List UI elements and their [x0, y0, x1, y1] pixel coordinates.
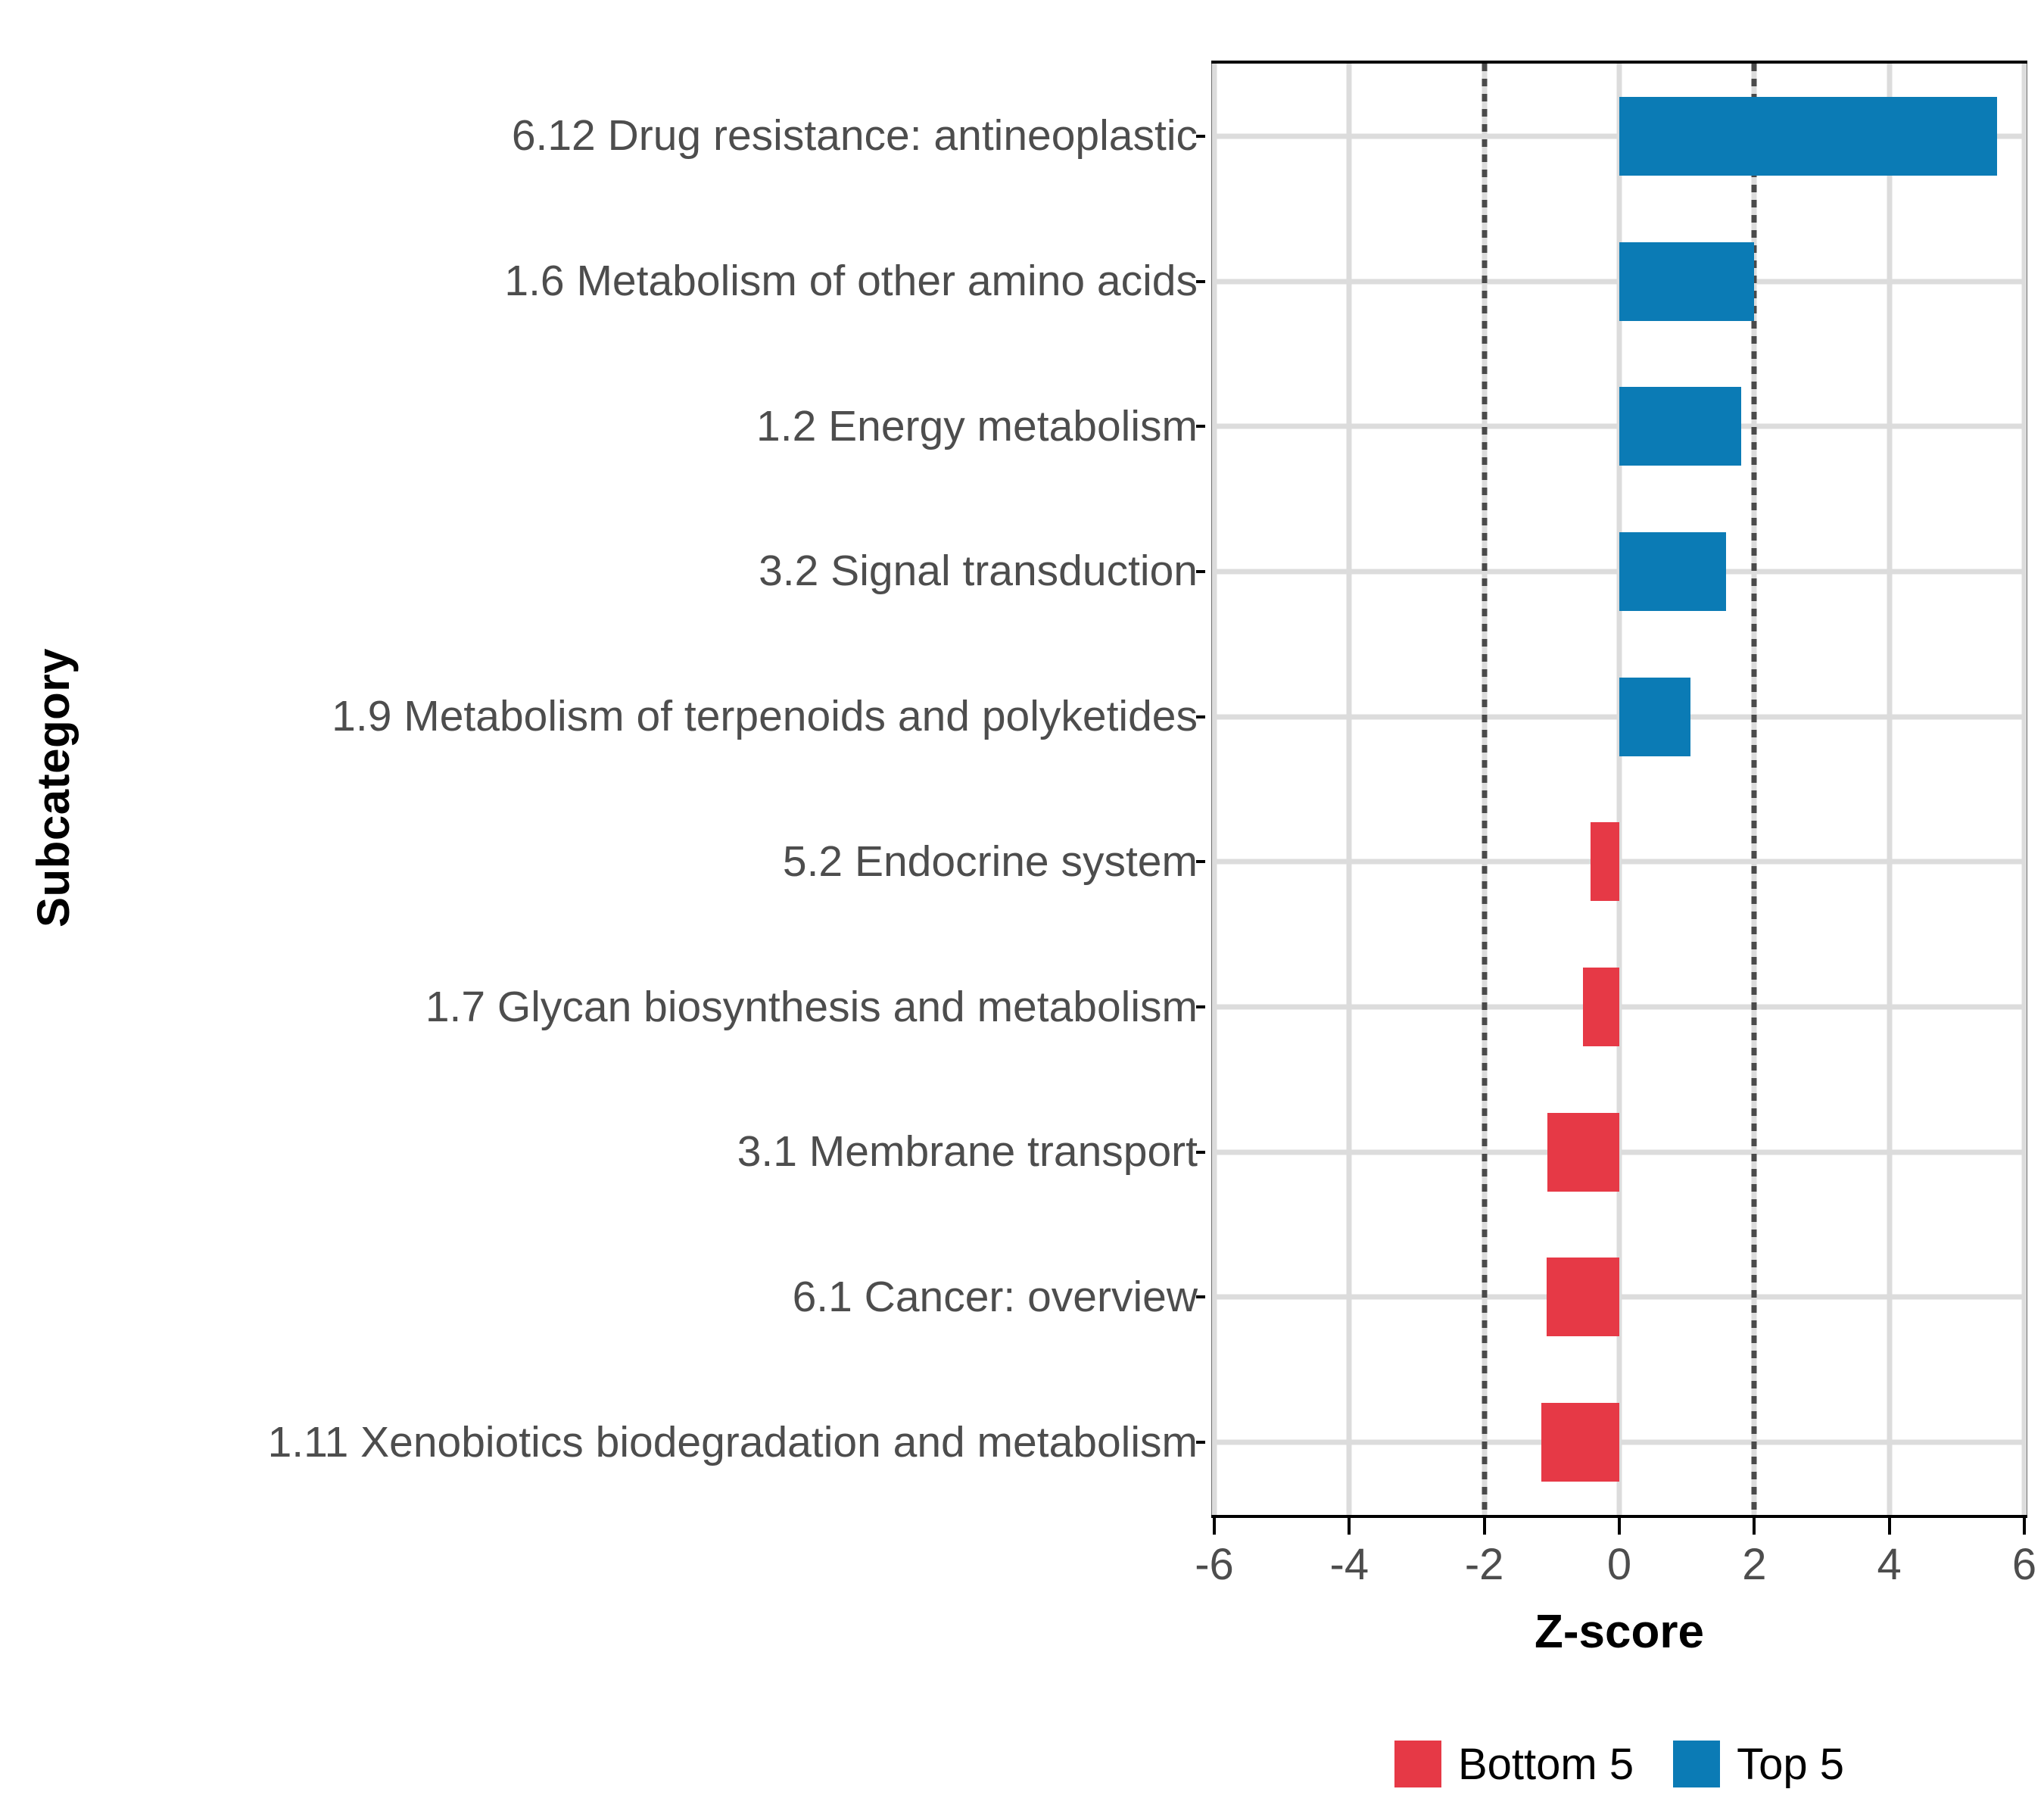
- y-axis-tick-mark: [1196, 1005, 1205, 1009]
- gridline-horizontal: [1214, 1294, 2024, 1300]
- legend-label: Top 5: [1737, 1739, 1844, 1789]
- x-axis-tick-mark: [1618, 1518, 1621, 1535]
- y-axis-tick-label: 1.6 Metabolism of other amino acids: [504, 257, 1198, 306]
- x-axis-tick-label: 4: [1877, 1540, 1902, 1589]
- x-axis-tick-label: -2: [1464, 1540, 1504, 1589]
- bar[interactable]: [1547, 1112, 1619, 1192]
- y-axis-tick-label-row: 5.2 Endocrine system: [98, 831, 1205, 892]
- bar[interactable]: [1619, 387, 1741, 466]
- bar[interactable]: [1619, 677, 1690, 756]
- y-axis-tick-mark: [1196, 1295, 1205, 1299]
- bar[interactable]: [1541, 1403, 1619, 1482]
- y-axis-tick-label: 6.12 Drug resistance: antineoplastic: [511, 111, 1198, 161]
- x-axis: -6 -4 -2 0 2 4 6: [1195, 1518, 2036, 1589]
- y-axis-tick-label-row: 1.7 Glycan biosynthesis and metabolism: [98, 977, 1205, 1037]
- bar[interactable]: [1619, 531, 1726, 611]
- x-axis-tick-mark: [1348, 1518, 1351, 1535]
- y-axis-tick-mark: [1196, 715, 1205, 718]
- bar[interactable]: [1590, 822, 1619, 902]
- x-axis-tick-mark: [1213, 1518, 1216, 1535]
- y-axis-tick-label: 3.2 Signal transduction: [759, 547, 1198, 596]
- y-axis-tick-label-row: 1.6 Metabolism of other amino acids: [98, 251, 1205, 312]
- gridline-vertical: [1887, 64, 1893, 1515]
- y-axis-tick-label: 1.2 Energy metabolism: [756, 401, 1198, 450]
- bar[interactable]: [1546, 1258, 1619, 1337]
- gridline-horizontal: [1214, 1439, 2024, 1445]
- y-axis-tick-mark: [1196, 860, 1205, 864]
- gridline-horizontal: [1214, 1149, 2024, 1155]
- gridline-horizontal: [1214, 1004, 2024, 1010]
- gridline-vertical: [1211, 64, 1217, 1515]
- gridline-vertical: [1616, 64, 1622, 1515]
- y-axis-tick-label-row: 1.9 Metabolism of terpenoids and polyket…: [98, 687, 1205, 747]
- legend-color-swatch: [1394, 1741, 1441, 1787]
- x-axis-tick-mark: [1753, 1518, 1756, 1535]
- y-axis-tick-label-row: 3.2 Signal transduction: [98, 541, 1205, 602]
- bar[interactable]: [1619, 96, 1998, 176]
- x-axis-tick-mark: [1482, 1518, 1486, 1535]
- y-axis-tick-label-row: 1.2 Energy metabolism: [98, 396, 1205, 457]
- y-axis-tick-mark: [1196, 1441, 1205, 1445]
- bar[interactable]: [1619, 242, 1755, 321]
- reference-line: [1482, 64, 1488, 1515]
- bar[interactable]: [1582, 968, 1619, 1047]
- legend-label: Bottom 5: [1457, 1739, 1634, 1789]
- x-axis-tick-mark: [2023, 1518, 2026, 1535]
- chart-legend: Bottom 5 Top 5: [1211, 1722, 2027, 1806]
- reference-line: [1751, 64, 1757, 1515]
- gridline-vertical: [2021, 64, 2027, 1515]
- y-axis-tick-label: 1.7 Glycan biosynthesis and metabolism: [425, 982, 1198, 1031]
- legend-color-swatch: [1673, 1741, 1721, 1787]
- gridline-horizontal: [1214, 859, 2024, 865]
- x-axis-tick-label: -6: [1195, 1540, 1234, 1589]
- y-axis-tick-label: 1.11 Xenobiotics biodegradation and meta…: [267, 1417, 1198, 1466]
- y-axis-tick-mark: [1196, 569, 1205, 573]
- y-axis-tick-mark: [1196, 425, 1205, 429]
- legend-item[interactable]: Bottom 5: [1394, 1739, 1634, 1790]
- x-axis-tick-mark: [1887, 1518, 1891, 1535]
- y-axis-title-text: Subcategory: [27, 647, 79, 927]
- y-axis-tick-label: 3.1 Membrane transport: [737, 1127, 1198, 1177]
- x-axis-tick-label: 2: [1742, 1540, 1767, 1589]
- y-axis-tick-mark: [1196, 134, 1205, 138]
- y-axis-tick-label-row: 1.11 Xenobiotics biodegradation and meta…: [98, 1412, 1205, 1473]
- y-axis-tick-label: 1.9 Metabolism of terpenoids and polyket…: [332, 692, 1198, 741]
- y-axis-tick-label: 5.2 Endocrine system: [782, 837, 1198, 886]
- x-axis-tick-label: 6: [2011, 1540, 2037, 1589]
- y-axis-tick-label-row: 6.12 Drug resistance: antineoplastic: [98, 106, 1205, 167]
- y-axis-tick-label: 6.1 Cancer: overview: [792, 1272, 1198, 1321]
- x-axis-tick-label: -4: [1329, 1540, 1369, 1589]
- y-axis-tick-label-row: 6.1 Cancer: overview: [98, 1267, 1205, 1327]
- y-axis-title: Subcategory: [8, 0, 98, 1575]
- y-axis-tick-labels: 6.12 Drug resistance: antineoplastic 1.6 …: [98, 61, 1205, 1518]
- legend-item[interactable]: Top 5: [1673, 1739, 1844, 1790]
- y-axis-tick-label-row: 3.1 Membrane transport: [98, 1122, 1205, 1183]
- x-axis-title: Z-score: [1535, 1606, 1704, 1658]
- x-axis-tick-label: 0: [1606, 1540, 1632, 1589]
- gridline-vertical: [1346, 64, 1352, 1515]
- y-axis-tick-mark: [1196, 1150, 1205, 1154]
- y-axis-tick-mark: [1196, 279, 1205, 283]
- plot-panel: [1211, 61, 2027, 1518]
